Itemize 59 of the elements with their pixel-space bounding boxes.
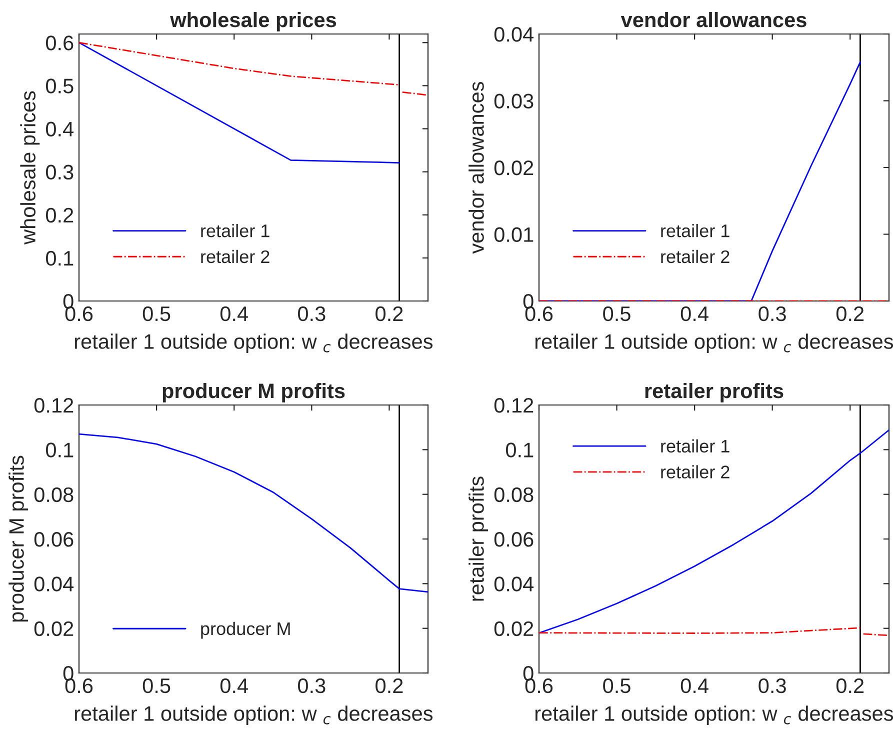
x-axis-title: retailer 1 outside option: w $_{c}$ decreases [74, 706, 433, 726]
x-tick-label: 0.5 [142, 306, 170, 322]
legend-label: retailer 1 [201, 224, 270, 238]
y-tick-label: 0.02 [34, 621, 74, 636]
y-tick-label: 0.04 [494, 27, 534, 42]
chart-title: retailer profits [645, 382, 784, 402]
x-tick-label: 0.3 [758, 306, 786, 322]
x-tick-label: 0.3 [758, 678, 786, 694]
x-tick-label: 0.3 [298, 306, 326, 322]
y-tick-label: 0.08 [494, 487, 534, 502]
x-tick-label: 0.5 [603, 678, 630, 694]
x-tick-label: 0.4 [680, 678, 708, 694]
y-axis-title: vendor allowances [468, 82, 484, 254]
y-tick-label: 0.06 [34, 532, 74, 547]
y-tick-label: 0.12 [494, 398, 534, 413]
y-tick-label: 0.1 [46, 442, 74, 458]
y-tick-label: 0.04 [34, 576, 74, 592]
x-axis-title: retailer 1 outside option: w $_{c}$ decreases [535, 334, 893, 354]
legend-label: retailer 2 [661, 465, 730, 478]
y-tick-label: 0.02 [494, 160, 534, 176]
y-axis-title: wholesale prices [20, 91, 40, 245]
x-tick-label: 0.4 [220, 306, 248, 322]
y-tick-label: 0.1 [46, 250, 74, 266]
x-axis-title: retailer 1 outside option: w $_{c}$ decreases [74, 334, 433, 354]
y-tick-label: 0.04 [494, 576, 534, 592]
x-tick-label: 0.2 [836, 678, 864, 694]
line-series [79, 433, 428, 593]
chart-title: wholesale prices [170, 12, 336, 32]
y-axis-title: producer M profits [8, 456, 28, 622]
y-tick-label: 0.2 [46, 208, 74, 223]
y-tick-label: 0.03 [494, 94, 534, 109]
y-tick-label: 0.5 [46, 78, 74, 94]
y-tick-label: 0.08 [34, 487, 74, 502]
x-tick-label: 0.5 [603, 306, 630, 322]
y-tick-label: 0.1 [506, 442, 534, 458]
x-tick-label: 0.3 [298, 678, 326, 694]
x-tick-label: 0.4 [220, 678, 248, 694]
y-tick-label: 0.01 [494, 227, 534, 242]
x-tick-label: 0.2 [376, 678, 403, 694]
x-tick-label: 0.5 [142, 678, 170, 694]
legend-label: producer M [201, 622, 290, 639]
legend-label: retailer 1 [661, 439, 730, 453]
y-axis-title: retailer profits [468, 476, 488, 601]
legend-label: retailer 2 [661, 250, 730, 264]
x-tick-label: 0.2 [376, 306, 403, 322]
chart-title: producer M profits [162, 382, 345, 402]
y-tick-label: 0.02 [494, 621, 534, 636]
legend-label: retailer 1 [661, 224, 730, 238]
y-tick-label: 0.3 [46, 164, 74, 180]
x-axis-title: retailer 1 outside option: w $_{c}$ decreases [535, 706, 893, 726]
x-tick-label: 0.4 [680, 306, 708, 322]
y-tick-label: 0.12 [34, 398, 74, 413]
x-tick-label: 0.2 [836, 306, 864, 322]
chart-title: vendor allowances [620, 12, 806, 28]
legend-label: retailer 2 [201, 250, 270, 264]
y-tick-label: 0.06 [494, 532, 534, 547]
y-tick-label: 0.4 [46, 122, 74, 136]
y-tick-label: 0.6 [46, 36, 74, 50]
line-series [539, 429, 889, 634]
